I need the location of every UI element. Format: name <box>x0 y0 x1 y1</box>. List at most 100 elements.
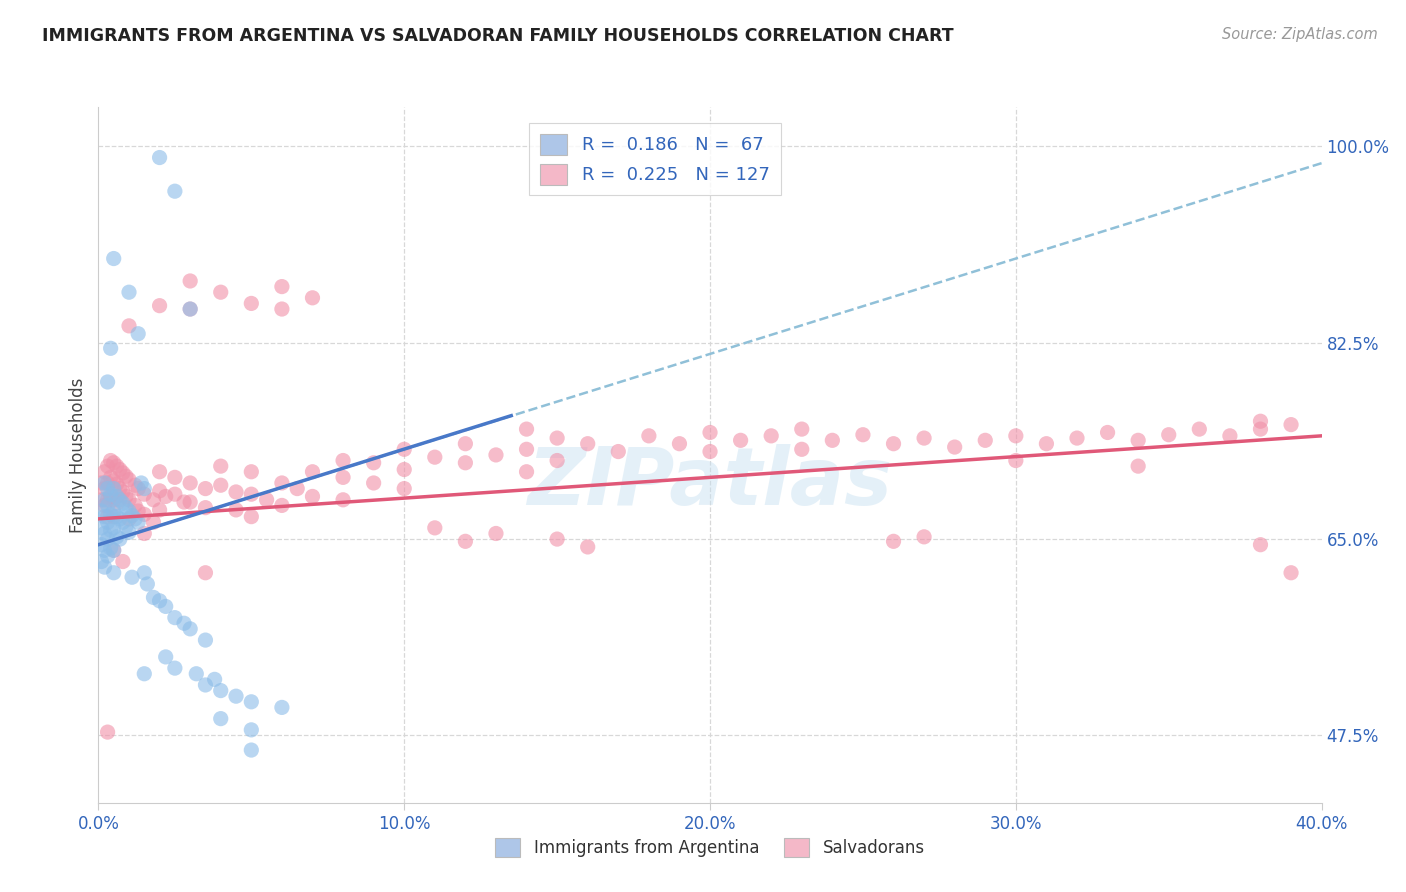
Point <box>790 442 813 457</box>
Point <box>93 465 115 479</box>
Point <box>270 301 292 316</box>
Point <box>136 577 159 591</box>
Point <box>90 504 112 518</box>
Point <box>240 509 263 524</box>
Point <box>209 683 232 698</box>
Point <box>127 482 149 496</box>
Point <box>105 496 128 510</box>
Point <box>209 459 232 474</box>
Point <box>134 526 156 541</box>
Point <box>546 453 568 467</box>
Text: ZIPatlas: ZIPatlas <box>527 443 893 522</box>
Point <box>209 478 232 492</box>
Point <box>179 475 201 490</box>
Point <box>129 475 152 490</box>
Point <box>225 485 247 500</box>
Point <box>111 555 134 569</box>
Point <box>108 482 131 496</box>
Point <box>179 301 201 316</box>
Point <box>97 482 120 496</box>
Point <box>103 509 125 524</box>
Point <box>179 622 201 636</box>
Point <box>134 487 156 501</box>
Point <box>100 541 122 555</box>
Point <box>105 509 128 524</box>
Point <box>699 444 721 458</box>
Point <box>790 422 813 436</box>
Point <box>97 549 120 563</box>
Point <box>93 560 115 574</box>
Point <box>111 496 134 510</box>
Point <box>142 591 165 605</box>
Point <box>124 499 146 513</box>
Point <box>100 470 122 484</box>
Point <box>100 341 122 355</box>
Point <box>516 422 538 436</box>
Point <box>1249 414 1271 428</box>
Y-axis label: Family Households: Family Households <box>69 377 87 533</box>
Point <box>392 462 416 476</box>
Point <box>759 429 782 443</box>
Point <box>90 521 112 535</box>
Point <box>301 490 323 504</box>
Point <box>149 151 172 165</box>
Point <box>163 184 186 198</box>
Point <box>240 695 263 709</box>
Point <box>97 532 120 546</box>
Point <box>97 475 120 490</box>
Point <box>142 492 165 507</box>
Point <box>163 470 186 484</box>
Point <box>194 482 217 496</box>
Point <box>1128 434 1150 448</box>
Point <box>97 499 120 513</box>
Point <box>912 431 935 445</box>
Point <box>1249 422 1271 436</box>
Point <box>1219 429 1241 443</box>
Point <box>454 534 477 549</box>
Point <box>134 482 156 496</box>
Point <box>155 649 177 664</box>
Point <box>121 570 143 584</box>
Point <box>124 512 146 526</box>
Point <box>163 661 186 675</box>
Point <box>118 473 141 487</box>
Point <box>149 503 172 517</box>
Point <box>423 450 446 465</box>
Point <box>127 515 149 529</box>
Point <box>111 466 134 480</box>
Point <box>485 526 508 541</box>
Point <box>111 485 134 500</box>
Point <box>516 465 538 479</box>
Point <box>225 689 247 703</box>
Point <box>943 440 966 454</box>
Point <box>103 543 125 558</box>
Point <box>730 434 752 448</box>
Point <box>97 459 120 474</box>
Point <box>93 509 115 524</box>
Point <box>97 515 120 529</box>
Point <box>1188 422 1211 436</box>
Point <box>118 285 141 300</box>
Point <box>546 431 568 445</box>
Point <box>97 725 120 739</box>
Point <box>118 512 141 526</box>
Point <box>270 475 292 490</box>
Point <box>118 504 141 518</box>
Point <box>149 594 172 608</box>
Point <box>392 442 416 457</box>
Point <box>115 520 138 534</box>
Point <box>454 456 477 470</box>
Point <box>105 530 128 544</box>
Point <box>103 492 125 507</box>
Point <box>186 666 208 681</box>
Point <box>1035 436 1057 450</box>
Point <box>240 296 263 310</box>
Point <box>485 448 508 462</box>
Point <box>118 492 141 507</box>
Point <box>108 492 131 507</box>
Point <box>240 723 263 737</box>
Point <box>821 434 844 448</box>
Point <box>179 495 201 509</box>
Point <box>301 465 323 479</box>
Point <box>108 512 131 526</box>
